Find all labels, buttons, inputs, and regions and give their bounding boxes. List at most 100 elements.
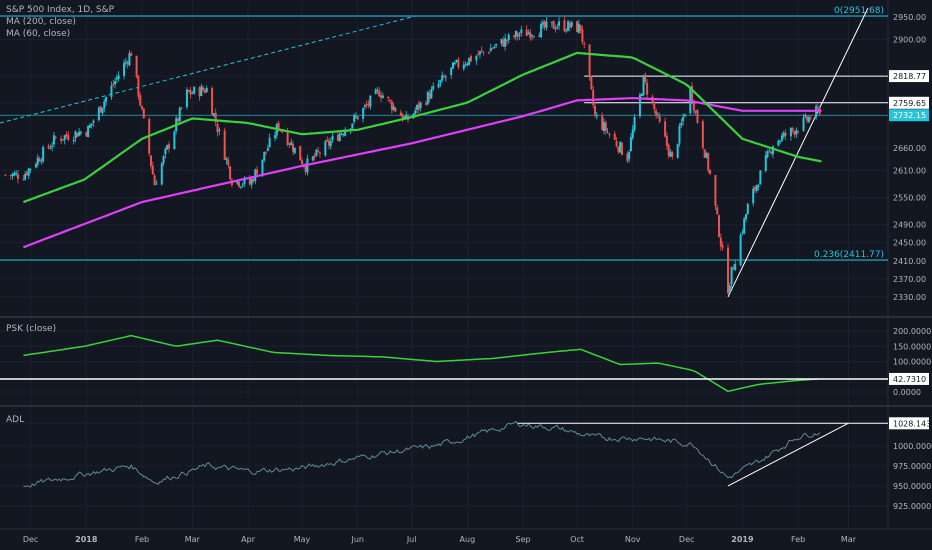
- candle-body: [444, 76, 447, 78]
- candle-body: [63, 135, 66, 140]
- candle-body: [304, 166, 307, 172]
- candle-body: [315, 149, 318, 156]
- y-axis-tick-label: 2370.00: [893, 275, 926, 284]
- candle-body: [487, 52, 490, 54]
- candle-body: [608, 133, 611, 135]
- candle-body: [795, 130, 798, 135]
- candle-body: [13, 172, 16, 176]
- candle-body: [743, 218, 746, 234]
- candle-body: [25, 172, 28, 176]
- candle-body: [79, 131, 82, 134]
- candle-body: [288, 143, 291, 145]
- y-axis-tick-label: 2330.00: [893, 293, 926, 302]
- candle-body: [49, 147, 52, 149]
- candle-body: [480, 50, 483, 52]
- candle-body: [797, 131, 800, 133]
- candle-body: [703, 149, 706, 158]
- candle-body: [248, 178, 251, 185]
- candle-body: [367, 103, 370, 106]
- candle-body: [110, 85, 113, 98]
- candle-body: [462, 64, 465, 69]
- candle-body: [556, 26, 559, 29]
- price-tag-label: 2818.77: [893, 72, 926, 81]
- candle-body: [47, 145, 50, 148]
- x-axis-label: 2018: [75, 535, 98, 544]
- candle-body: [292, 144, 295, 152]
- candle-body: [61, 139, 64, 141]
- candle-body: [24, 173, 27, 180]
- candle-body: [752, 188, 755, 204]
- candle-body: [90, 123, 93, 126]
- candle-body: [399, 112, 402, 117]
- price-tag-label: 2732.15: [893, 111, 926, 120]
- candle-body: [779, 140, 782, 143]
- candle-body: [135, 55, 138, 77]
- candle-body: [380, 95, 383, 99]
- candle-body: [791, 128, 794, 131]
- candle-body: [570, 21, 573, 27]
- y-axis-tick-label: 150.0000: [893, 342, 931, 351]
- candle-body: [671, 151, 674, 157]
- candle-body: [141, 106, 144, 109]
- candle-body: [286, 130, 289, 146]
- candle-body: [326, 139, 329, 142]
- candle-body: [313, 155, 316, 158]
- price-tag: [889, 70, 929, 83]
- candle-body: [694, 111, 697, 113]
- candle-body: [300, 160, 303, 164]
- y-axis-tick-label: 975.0000: [893, 462, 931, 471]
- candle-body: [802, 117, 805, 131]
- candle-body: [730, 266, 733, 285]
- candle-body: [732, 268, 735, 270]
- candle-body: [178, 107, 181, 122]
- candle-body: [123, 63, 126, 76]
- candle-body: [768, 150, 771, 152]
- candle-body: [656, 114, 659, 116]
- candle-body: [709, 169, 712, 174]
- candle-body: [115, 77, 118, 80]
- candle-body: [151, 165, 154, 175]
- candle-body: [520, 29, 523, 34]
- x-axis-label: May: [294, 535, 311, 544]
- candle-body: [576, 21, 579, 32]
- candle-body: [692, 101, 695, 111]
- candle-body: [216, 124, 219, 133]
- ma60-line: [23, 51, 822, 204]
- price-tag-label: 1028.1439: [893, 419, 932, 428]
- candle-body: [261, 159, 264, 176]
- candle-body: [351, 123, 354, 129]
- candle-body: [554, 28, 557, 30]
- candle-body: [552, 20, 555, 30]
- candle-body: [568, 23, 571, 28]
- candle-body: [721, 245, 724, 248]
- price-tag-label: 42.7310: [893, 375, 926, 384]
- candle-body: [52, 135, 55, 145]
- candle-body: [381, 95, 384, 98]
- candle-body: [374, 89, 377, 94]
- candle-body: [256, 169, 259, 175]
- candle-body: [633, 117, 636, 130]
- candle-body: [558, 21, 561, 26]
- y-axis-tick-label: 2550.00: [893, 194, 926, 203]
- candle-body: [642, 75, 645, 96]
- candle-body: [755, 184, 758, 191]
- chart-title: S&P 500 Index, 1D, S&P: [6, 5, 115, 15]
- candle-body: [532, 36, 535, 38]
- x-axis-label: Aug: [460, 535, 476, 544]
- y-axis-tick-label: 2490.00: [893, 221, 926, 230]
- candle-body: [236, 180, 239, 184]
- candle-body: [72, 139, 75, 142]
- candle-body: [739, 234, 742, 266]
- candle-body: [426, 92, 429, 105]
- candle-body: [11, 173, 14, 176]
- candle-body: [727, 247, 730, 294]
- x-axis-label: Nov: [625, 535, 641, 544]
- candle-body: [263, 151, 266, 161]
- candle-body: [369, 95, 372, 107]
- support-trend-line: [727, 7, 869, 298]
- candle-body: [180, 107, 183, 109]
- candle-body: [173, 131, 176, 149]
- candle-body: [507, 34, 510, 40]
- candle-body: [9, 175, 12, 177]
- candle-body: [620, 142, 623, 155]
